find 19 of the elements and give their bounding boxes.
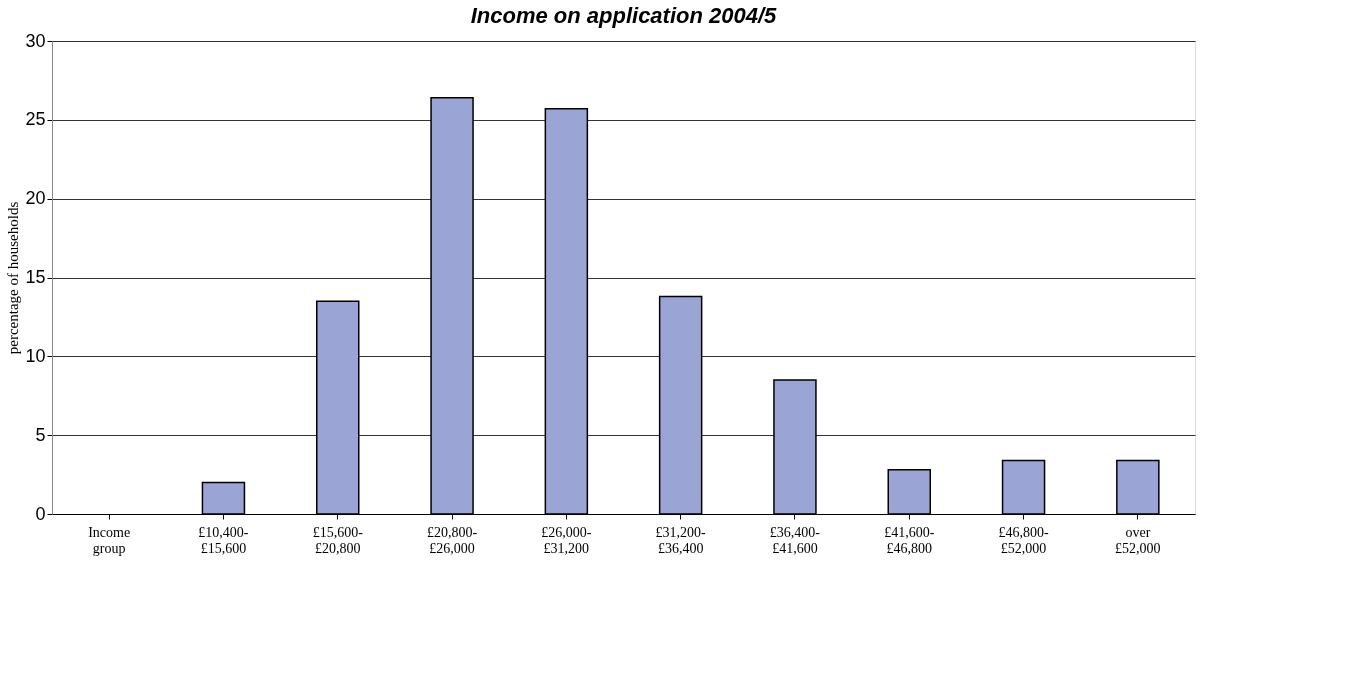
y-tick-label: 0 xyxy=(35,503,46,524)
y-axis-title: percentage of households xyxy=(5,201,22,355)
y-tick-label: 15 xyxy=(25,267,46,287)
y-tick-label: 20 xyxy=(25,188,46,209)
x-tick-label: £10,400- £15,600 xyxy=(198,524,249,556)
y-tick-label: 30 xyxy=(25,30,46,51)
x-tick-label: Income group xyxy=(88,524,131,556)
x-tick-label: £31,200- £36,400 xyxy=(655,524,707,556)
x-tick-label: £36,400- £41,600 xyxy=(769,524,821,556)
x-tick-label: £41,600- £46,800 xyxy=(884,524,935,556)
x-tick-label: £20,800- £26,000 xyxy=(426,524,478,556)
chart-title: Income on application 2004/5 xyxy=(470,3,778,28)
x-tick-label: over £52,000 xyxy=(1115,524,1161,556)
x-tick-label: £26,000- £31,200 xyxy=(541,524,592,556)
x-tick-label: £15,600- £20,800 xyxy=(312,524,364,556)
y-tick-label: 25 xyxy=(25,109,46,130)
y-tick-label: 10 xyxy=(25,345,46,366)
y-tick-label: 5 xyxy=(35,424,46,445)
x-tick-label: £46,800- £52,000 xyxy=(998,524,1049,556)
